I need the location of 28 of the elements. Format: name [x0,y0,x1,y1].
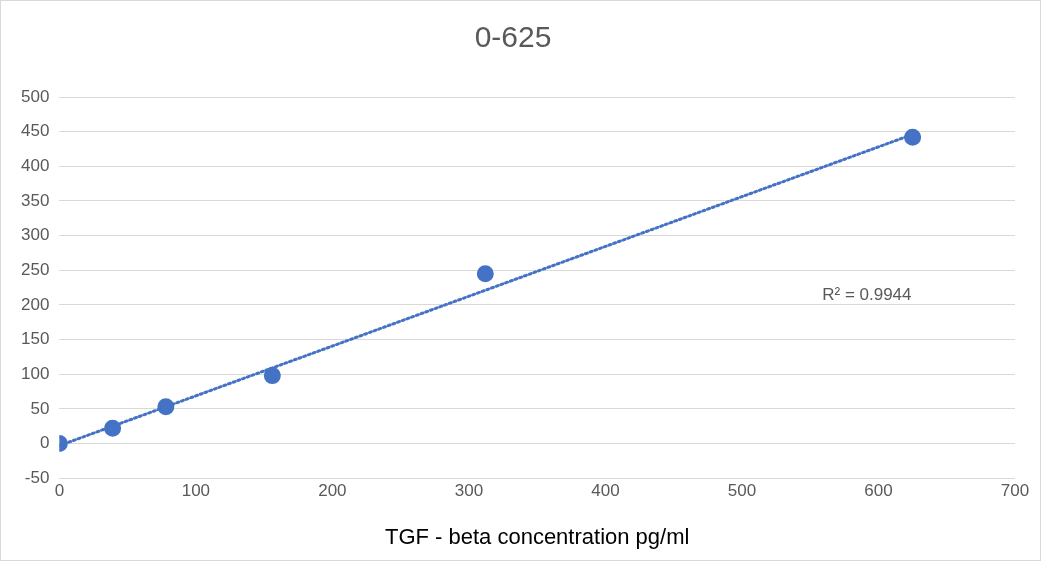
y-tick-label: 300 [20,225,50,245]
y-tick-label: 500 [20,86,50,106]
x-tick-label: 100 [181,481,211,501]
point [157,398,175,416]
x-tick-label: 500 [727,481,757,501]
y-tick-label: 50 [30,398,50,418]
y-tick-label: 250 [20,259,50,279]
point [476,265,494,283]
x-tick-label: 600 [864,481,893,501]
y-tick-label: 0 [39,433,50,453]
x-axis-title: TGF - beta concentration pg/ml [384,523,690,549]
annotation: R² = 0.9944 [822,284,912,304]
point [904,128,922,146]
y-tick-label: -50 [24,467,50,487]
point [263,367,281,385]
x-tick-label: 400 [591,481,620,501]
x-tick-label: 0 [54,481,65,501]
y-tick-label: 200 [20,294,50,314]
chart-title: 0-625 [474,20,552,54]
y-tick-label: 350 [20,190,50,210]
x-tick-label: 200 [318,481,347,501]
y-tick-label: 150 [20,329,50,349]
y-tick-label: 400 [20,156,50,175]
y-tick-label: 100 [20,363,50,383]
x-tick-label: 700 [1000,481,1030,501]
point [104,419,122,437]
y-tick-label: 450 [20,121,50,141]
x-tick-label: 300 [454,481,484,501]
